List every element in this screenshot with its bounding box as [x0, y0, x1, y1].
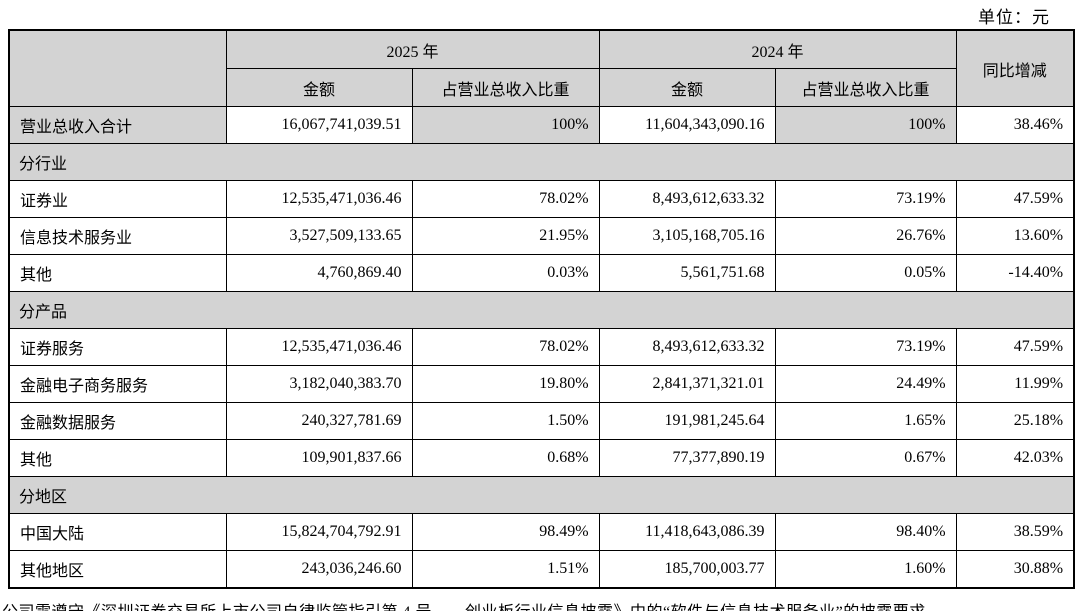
section-row-industry: 分行业 [8, 143, 1075, 181]
header-row-measures: 金额 占营业总收入比重 金额 占营业总收入比重 [9, 68, 1074, 107]
share-2024-cell: 24.49% [774, 365, 957, 403]
amount-2025-cell: 109,901,837.66 [225, 439, 413, 477]
footnote-clipped-text: 公司需遵守《深圳证券交易所上市公司自律监管指引第 4 号——创业板行业信息披露》… [2, 598, 1080, 611]
share-2024-cell: 100% [774, 106, 957, 144]
amount-2025-cell: 15,824,704,792.91 [225, 513, 413, 551]
amount-2024-cell: 8,493,612,633.32 [598, 328, 776, 366]
row-label: 其他地区 [8, 550, 227, 589]
table-row: 中国大陆 15,824,704,792.91 98.49% 11,418,643… [8, 513, 1075, 551]
header-row-years: 2025 年 2024 年 同比增减 [8, 29, 1075, 107]
amount-2025-cell: 243,036,246.60 [225, 550, 413, 589]
share-2024-cell: 0.05% [774, 254, 957, 292]
yoy-header: 同比增减 [955, 29, 1075, 107]
table-row: 信息技术服务业 3,527,509,133.65 21.95% 3,105,16… [8, 217, 1075, 255]
year-2024-header: 2024 年 [598, 29, 957, 69]
row-label: 证券服务 [8, 328, 227, 366]
table-row: 其他 4,760,869.40 0.03% 5,561,751.68 0.05%… [8, 254, 1075, 292]
share-2024-cell: 1.60% [774, 550, 957, 589]
share-2025-cell: 100% [411, 106, 600, 144]
share-2025-cell: 19.80% [411, 365, 600, 403]
share-2025-cell: 78.02% [411, 180, 600, 218]
share-2024-cell: 26.76% [774, 217, 957, 255]
share-2024-cell: 0.67% [774, 439, 957, 477]
section-row-region: 分地区 [8, 476, 1075, 514]
share-2024-header: 占营业总收入比重 [774, 68, 957, 107]
amount-2024-cell: 77,377,890.19 [598, 439, 776, 477]
share-2025-cell: 21.95% [411, 217, 600, 255]
yoy-cell: 47.59% [955, 180, 1075, 218]
table-header: 2025 年 2024 年 同比增减 金额 占营业总收入比重 金额 占营业总收入… [8, 29, 1075, 107]
row-label: 营业总收入合计 [8, 106, 227, 144]
amount-2024-cell: 8,493,612,633.32 [598, 180, 776, 218]
amount-2025-cell: 4,760,869.40 [225, 254, 413, 292]
amount-2025-cell: 12,535,471,036.46 [225, 328, 413, 366]
yoy-cell: 47.59% [955, 328, 1075, 366]
table-row: 证券业 12,535,471,036.46 78.02% 8,493,612,6… [8, 180, 1075, 218]
row-label: 中国大陆 [8, 513, 227, 551]
table-row: 其他地区 243,036,246.60 1.51% 185,700,003.77… [8, 550, 1075, 589]
amount-2024-cell: 185,700,003.77 [598, 550, 776, 589]
row-label: 金融数据服务 [8, 402, 227, 440]
table-row: 金融电子商务服务 3,182,040,383.70 19.80% 2,841,3… [8, 365, 1075, 403]
yoy-cell: 30.88% [955, 550, 1075, 589]
share-2024-cell: 1.65% [774, 402, 957, 440]
amount-2024-cell: 11,604,343,090.16 [598, 106, 776, 144]
unit-label: 单位：元 [978, 8, 1050, 27]
yoy-cell: -14.40% [955, 254, 1075, 292]
yoy-cell: 38.59% [955, 513, 1075, 551]
amount-2024-cell: 5,561,751.68 [598, 254, 776, 292]
row-label: 金融电子商务服务 [8, 365, 227, 403]
yoy-cell: 38.46% [955, 106, 1075, 144]
table-row: 金融数据服务 240,327,781.69 1.50% 191,981,245.… [8, 402, 1075, 440]
revenue-breakdown-table: 2025 年 2024 年 同比增减 金额 占营业总收入比重 金额 占营业总收入… [8, 29, 1076, 589]
table-row-total: 营业总收入合计 16,067,741,039.51 100% 11,604,34… [8, 106, 1075, 144]
share-2025-header: 占营业总收入比重 [411, 68, 600, 107]
yoy-cell: 11.99% [955, 365, 1075, 403]
table-row: 证券服务 12,535,471,036.46 78.02% 8,493,612,… [8, 328, 1075, 366]
yoy-cell: 25.18% [955, 402, 1075, 440]
yoy-cell: 42.03% [955, 439, 1075, 477]
year-2025-header: 2025 年 [225, 29, 600, 69]
amount-2024-cell: 2,841,371,321.01 [598, 365, 776, 403]
share-2025-cell: 78.02% [411, 328, 600, 366]
section-label: 分产品 [8, 291, 1075, 329]
share-2024-cell: 98.40% [774, 513, 957, 551]
corner-empty-cell [8, 29, 227, 107]
row-label: 信息技术服务业 [8, 217, 227, 255]
section-label: 分行业 [8, 143, 1075, 181]
share-2025-cell: 98.49% [411, 513, 600, 551]
section-label: 分地区 [8, 476, 1075, 514]
share-2024-cell: 73.19% [774, 180, 957, 218]
amount-2024-cell: 11,418,643,086.39 [598, 513, 776, 551]
table-row: 其他 109,901,837.66 0.68% 77,377,890.19 0.… [8, 439, 1075, 477]
row-label: 证券业 [8, 180, 227, 218]
amount-2025-cell: 12,535,471,036.46 [225, 180, 413, 218]
row-label: 其他 [8, 254, 227, 292]
row-label: 其他 [8, 439, 227, 477]
share-2025-cell: 0.68% [411, 439, 600, 477]
amount-2025-cell: 3,527,509,133.65 [225, 217, 413, 255]
amount-2025-cell: 16,067,741,039.51 [225, 106, 413, 144]
share-2025-cell: 0.03% [411, 254, 600, 292]
section-row-product: 分产品 [8, 291, 1075, 329]
amount-2024-cell: 191,981,245.64 [598, 402, 776, 440]
amount-2025-cell: 3,182,040,383.70 [225, 365, 413, 403]
share-2024-cell: 73.19% [774, 328, 957, 366]
yoy-cell: 13.60% [955, 217, 1075, 255]
share-2025-cell: 1.51% [411, 550, 600, 589]
amount-2025-cell: 240,327,781.69 [225, 402, 413, 440]
amount-2024-cell: 3,105,168,705.16 [598, 217, 776, 255]
amount-2024-header: 金额 [598, 68, 776, 107]
amount-2025-header: 金额 [225, 68, 413, 107]
share-2025-cell: 1.50% [411, 402, 600, 440]
